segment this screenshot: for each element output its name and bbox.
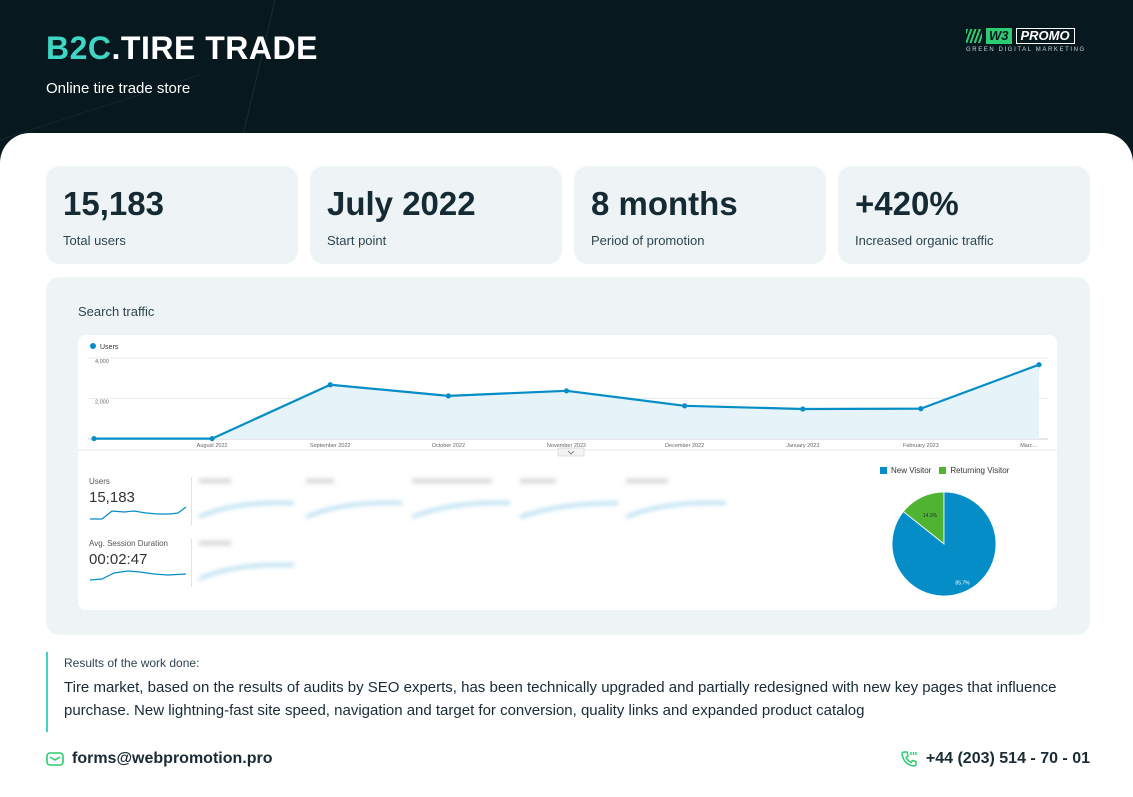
sparkline-duration-line [89,570,187,581]
blurred-sparkline [411,501,511,518]
pie-slice-new-visitor[interactable] [891,491,997,597]
expand-toggle[interactable] [557,447,585,457]
logo-stripes-icon [966,29,982,43]
x-tick-label: October 2022 [432,443,465,449]
data-point[interactable] [918,406,924,412]
mail-icon [46,752,64,766]
sparkline-label: Users [89,477,110,486]
stat-value: +420% [855,185,959,222]
logo-subtitle: GREEN DIGITAL MARKETING [966,47,1086,53]
blurred-label [412,479,492,483]
tagline: Online tire trade store [46,80,191,97]
x-tick-label: November 2022 [547,443,586,449]
legend-users: Users [100,344,119,351]
legend-swatch [880,467,887,474]
phone-number: +44 (203) 514 - 70 - 01 [925,750,1090,767]
phone-icon [901,751,917,767]
pie-value-label: 85.7% [955,580,970,586]
blurred-sparkline [305,501,403,518]
stat-value: 15,183 [63,185,164,222]
email-address: forms@webpromotion.pro [72,750,273,767]
analytics-chart: Users 4,000 2,000 August 2022 September 20… [78,343,1057,597]
blurred-label [199,479,231,483]
blurred-label [626,479,668,483]
sparkline-users: Users 15,183 [89,477,193,506]
sparkline-value: 15,183 [89,489,135,506]
blurred-label [306,479,334,483]
x-tick-label: February 2023 [903,443,939,449]
search-traffic-title: Search traffic [78,304,155,319]
pie-value-label: 14.3% [923,513,938,519]
stat-card-organic-traffic: +420% Increased organic traffic [838,166,1090,264]
sparkline-value: 00:02:47 [89,551,148,568]
blurred-sparkline [198,563,295,580]
data-point[interactable] [682,403,688,409]
blurred-label [520,479,556,483]
logo-mark: W3 [986,28,1012,44]
contact-email[interactable]: forms@webpromotion.pro [46,750,272,768]
pie-legend: New Visitor Returning Visitor [880,466,1009,475]
blurred-sparkline [519,502,619,518]
stat-value: July 2022 [327,185,476,222]
x-tick-label: Marc... [1020,443,1037,449]
results-title: Results of the work done: [64,656,200,670]
brand-title: B2C.TIRE TRADE [46,30,318,67]
sparkline-session-duration: Avg. Session Duration 00:02:47 [89,539,193,568]
blurred-metrics [198,479,727,580]
y-tick-label: 2,000 [95,400,109,406]
x-tick-label: September 2022 [310,443,351,449]
results-text: Tire market, based on the results of aud… [64,679,1057,719]
brand-accent: B2C [46,30,112,66]
stat-label: Total users [63,233,126,248]
w3promo-logo[interactable]: W3 PROMO GREEN DIGITAL MARKETING [966,28,1090,53]
search-traffic-section: Search traffic Users 4,000 2,000 August 2… [46,277,1090,635]
blurred-sparkline [198,501,295,518]
y-tick-label: 4,000 [95,359,109,365]
contact-phone[interactable]: +44 (203) 514 - 70 - 01 [900,750,1090,768]
stat-card-start-point: July 2022 Start point [310,166,562,264]
logo-word: PROMO [1015,28,1075,44]
legend-swatch [939,467,947,474]
data-point[interactable] [445,393,451,399]
legend-label: Returning Visitor [950,466,1010,475]
stat-label: Increased organic traffic [855,233,994,248]
x-tick-label: December 2022 [665,443,704,449]
stat-card-total-users: 15,183 Total users [46,166,298,264]
legend-marker [90,343,96,349]
brand-name: .TIRE TRADE [111,30,318,66]
data-point[interactable] [563,388,570,394]
results-block: Results of the work done: Tire market, b… [46,652,1090,732]
data-point[interactable] [327,382,333,388]
data-point[interactable] [800,406,806,412]
blurred-label [199,541,231,545]
users-area-fill [94,364,1039,439]
sparkline-users-line [90,506,187,520]
legend-label: New Visitor [891,466,932,475]
data-point[interactable] [91,435,97,442]
x-tick-label: August 2022 [197,443,228,449]
sparkline-divider [191,477,192,525]
x-tick-label: January 2023 [786,443,819,449]
sparkline-label: Avg. Session Duration [89,539,169,548]
sparkline-divider [191,539,192,587]
stat-label: Period of promotion [591,233,705,248]
stat-card-period: 8 months Period of promotion [574,166,826,264]
stat-value: 8 months [591,185,738,222]
analytics-screenshot: Users 4,000 2,000 August 2022 September 20… [78,335,1057,610]
legend-returning-visitor: Returning Visitor [939,466,1009,475]
blurred-sparkline [625,501,727,518]
chevron-down-icon [567,450,575,455]
data-point[interactable] [209,435,215,442]
data-point[interactable] [1036,362,1042,368]
stat-label: Start point [327,233,387,248]
legend-new-visitor: New Visitor [880,466,931,475]
